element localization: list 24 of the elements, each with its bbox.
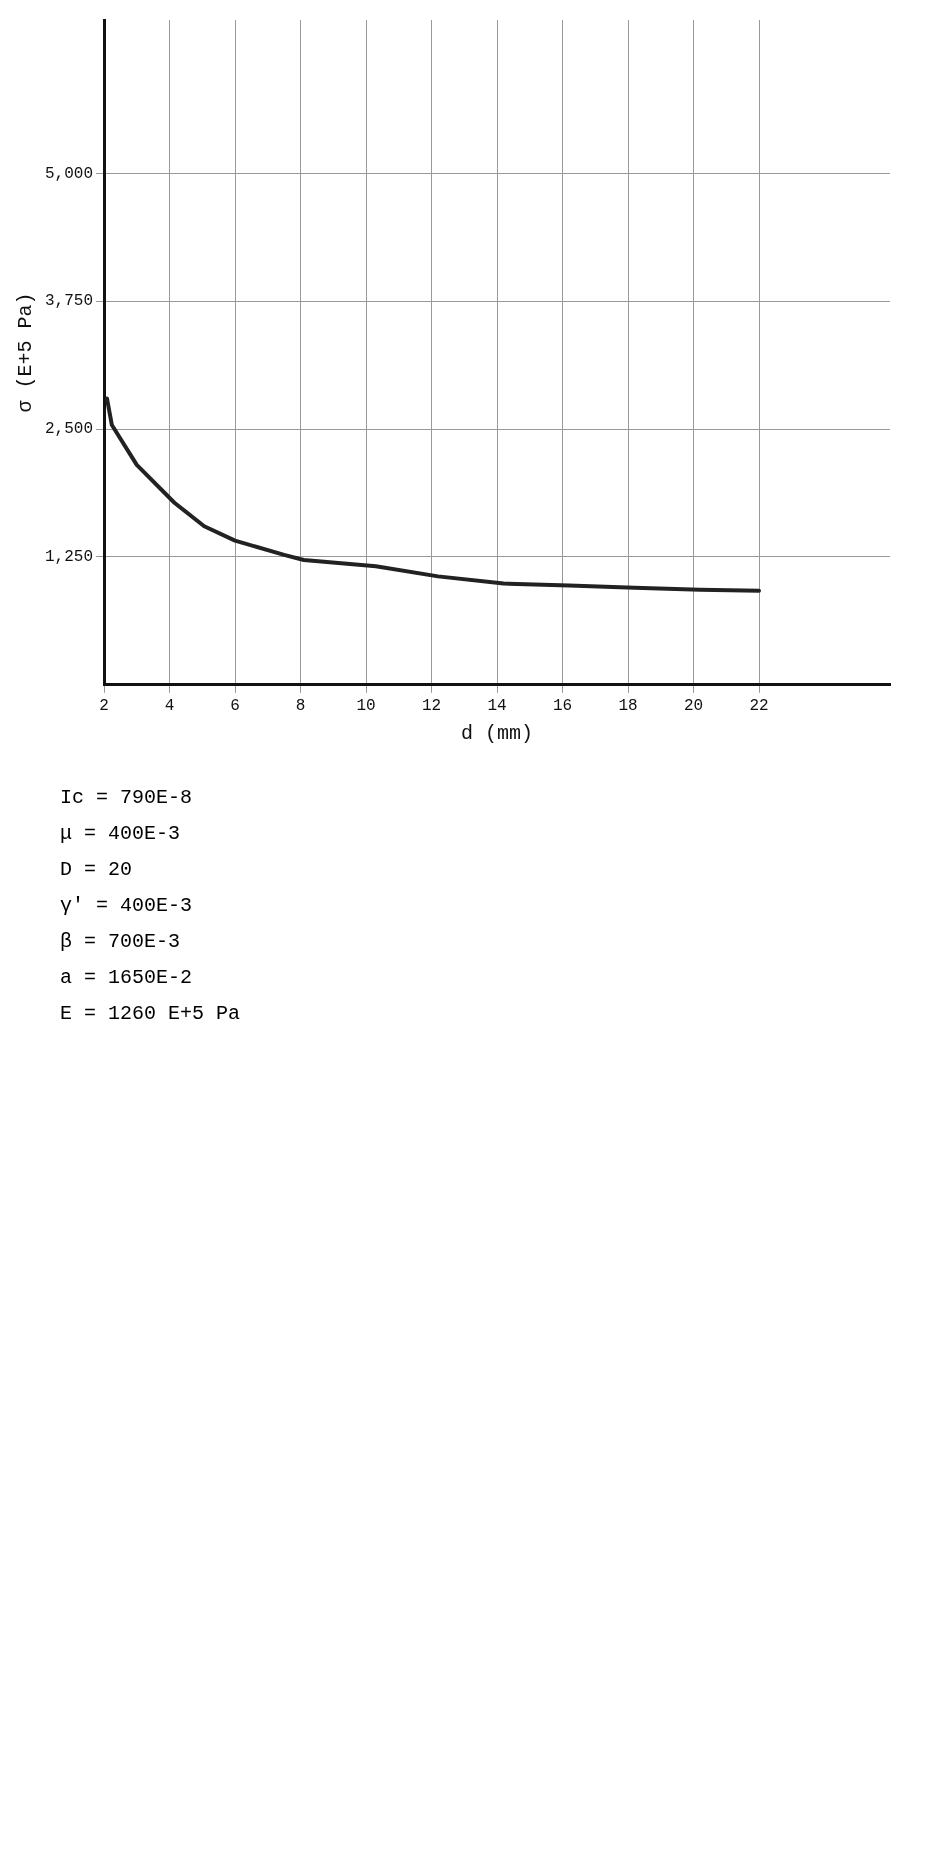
- text: β = 700E-3: [60, 929, 182, 955]
- y-tick-label: 2,500: [44, 420, 94, 439]
- text: a = 1650E-2: [60, 965, 194, 991]
- y-tick-label: 1,250: [44, 548, 94, 567]
- text: D = 20: [60, 857, 133, 883]
- text: Ic = 790E-8: [60, 785, 194, 811]
- y-tick-label: 5,000: [44, 164, 94, 183]
- x-tick-label: 16: [552, 696, 573, 715]
- y-tick-label: 3,750: [44, 292, 94, 311]
- x-axis-title: d (mm): [461, 722, 534, 746]
- x-tick-label: 6: [230, 696, 240, 715]
- x-tick-label: 14: [487, 696, 507, 715]
- text: E = 1260 E+5 Pa: [60, 1001, 242, 1027]
- x-tick-label: 4: [164, 696, 175, 715]
- x-tick-label: 2: [99, 696, 109, 715]
- x-tick-label: 12: [421, 696, 442, 715]
- x-tick-label: 22: [749, 696, 769, 715]
- x-tick-label: 8: [295, 696, 306, 715]
- x-tick-label: 18: [618, 696, 638, 715]
- x-tick-label: 10: [356, 696, 376, 715]
- y-axis-title: σ (E+5 Pa): [14, 292, 38, 413]
- x-tick-label: 20: [683, 696, 704, 715]
- text: γ' = 400E-3: [60, 893, 194, 919]
- text: μ = 400E-3: [60, 821, 182, 847]
